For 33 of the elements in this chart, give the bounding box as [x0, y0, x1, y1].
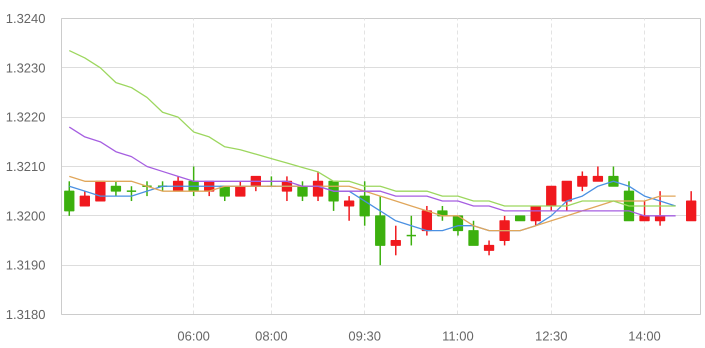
candlestick	[577, 170, 588, 192]
x-tick-label: 12:30	[534, 328, 568, 344]
y-tick-label: 1.3220	[6, 110, 46, 125]
x-tick-label: 09:30	[348, 328, 381, 344]
candlestick	[110, 180, 122, 197]
y-tick-label: 1.3200	[6, 208, 46, 224]
y-tick-label: 1.3240	[6, 11, 46, 26]
x-tick-label: 08:00	[255, 328, 288, 344]
candlestick	[95, 180, 106, 202]
y-tick-label: 1.3230	[6, 60, 46, 76]
candlestick	[468, 220, 479, 246]
y-tick-label: 1.3210	[6, 159, 46, 174]
x-tick-label: 06:00	[177, 328, 210, 344]
candlestick	[562, 180, 572, 212]
x-tick-label: 14:00	[628, 328, 661, 344]
candlestick	[499, 215, 510, 246]
y-tick-label: 1.3180	[6, 307, 46, 322]
candlestick	[406, 215, 417, 246]
candlestick	[422, 205, 432, 236]
candlestick	[592, 166, 604, 182]
candlestick	[126, 185, 137, 202]
candlestick	[64, 180, 74, 217]
candlestick	[484, 240, 494, 256]
y-tick-label: 1.3190	[6, 258, 46, 273]
x-tick-label: 11:00	[442, 328, 474, 344]
candlestick	[344, 195, 354, 222]
candlestick	[390, 224, 401, 256]
candlestick	[530, 205, 541, 226]
candlestick	[142, 180, 152, 197]
candlestick	[360, 180, 370, 226]
candlestick	[80, 190, 90, 207]
candlestick	[546, 185, 556, 212]
candlestick	[686, 190, 696, 222]
